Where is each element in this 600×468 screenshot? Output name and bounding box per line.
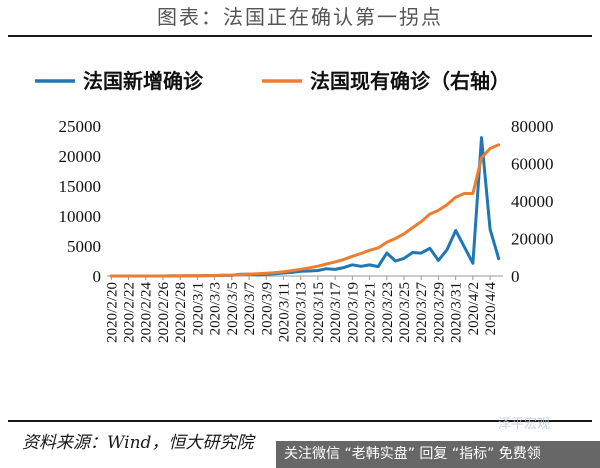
bottom-divider — [8, 420, 592, 422]
x-tick-label: 2020/3/3 — [208, 282, 224, 335]
legend-label-1: 法国新增确诊 — [83, 69, 204, 93]
x-tick-label: 2020/3/19 — [345, 282, 361, 343]
y-left-tick-label: 15000 — [59, 177, 102, 196]
x-tick-label: 2020/4/4 — [483, 282, 499, 336]
x-tick-label: 2020/3/1 — [190, 282, 206, 335]
x-tick-label: 2020/2/24 — [139, 282, 155, 343]
chart: 法国新增确诊 法国现有确诊（右轴） 0 5000 10000 15000 20000 250… — [35, 69, 554, 343]
x-tick-label: 2020/3/5 — [225, 282, 241, 335]
watermark-logo: 泽平宏观 — [498, 417, 551, 432]
x-tick-label: 2020/2/26 — [156, 282, 172, 343]
y-left-tick-label: 10000 — [59, 207, 102, 226]
x-tick-label: 2020/3/17 — [328, 282, 344, 343]
y-right-tick-label: 60000 — [511, 155, 554, 174]
x-tick-label: 2020/3/31 — [449, 282, 465, 343]
watermark-banner — [276, 441, 600, 468]
watermark-text: 关注微信 “老韩实盘” 回复 “指标” 免费领 — [284, 446, 541, 462]
series-line-2 — [109, 143, 501, 278]
legend: 法国新增确诊 法国现有确诊（右轴） — [35, 69, 510, 93]
x-tick-label: 2020/2/28 — [173, 282, 189, 343]
x-tick-label: 2020/3/13 — [294, 282, 310, 343]
y-left-tick-label: 5000 — [67, 237, 101, 256]
x-tick-label: 2020/2/22 — [122, 282, 138, 343]
x-tick-label: 2020/3/25 — [397, 282, 413, 343]
y-left-tick-label: 20000 — [59, 147, 102, 166]
x-tick-label: 2020/3/29 — [431, 282, 447, 343]
y-left-tick-label: 25000 — [59, 117, 102, 136]
source-note: 资料来源：Wind，恒大研究院 — [22, 433, 254, 453]
x-tick-label: 2020/3/7 — [242, 282, 258, 336]
x-tick-label: 2020/3/27 — [414, 282, 430, 343]
x-tick-label: 2020/2/20 — [104, 282, 120, 343]
x-tick-label: 2020/3/11 — [276, 282, 292, 342]
y-right-tick-label: 0 — [511, 267, 520, 286]
series-line-1 — [109, 136, 501, 278]
x-tick-label: 2020/3/21 — [363, 282, 379, 343]
page-title: 图表：法国正在确认第一拐点 — [157, 5, 443, 29]
x-tick-label: 2020/3/9 — [259, 282, 275, 335]
y-right-tick-label: 80000 — [511, 117, 554, 136]
x-tick-label: 2020/3/23 — [380, 282, 396, 343]
y-left-tick-label: 0 — [93, 267, 102, 286]
top-divider — [8, 35, 592, 37]
x-tick-label: 2020/3/15 — [311, 282, 327, 343]
y-right-tick-label: 20000 — [511, 230, 554, 249]
plot-area: 0 5000 10000 15000 20000 25000 0 20000 40000 6000… — [59, 117, 554, 343]
y-right-tick-label: 40000 — [511, 192, 554, 211]
x-tick-label: 2020/4/2 — [466, 282, 482, 335]
legend-label-2: 法国现有确诊（右轴） — [310, 69, 510, 93]
